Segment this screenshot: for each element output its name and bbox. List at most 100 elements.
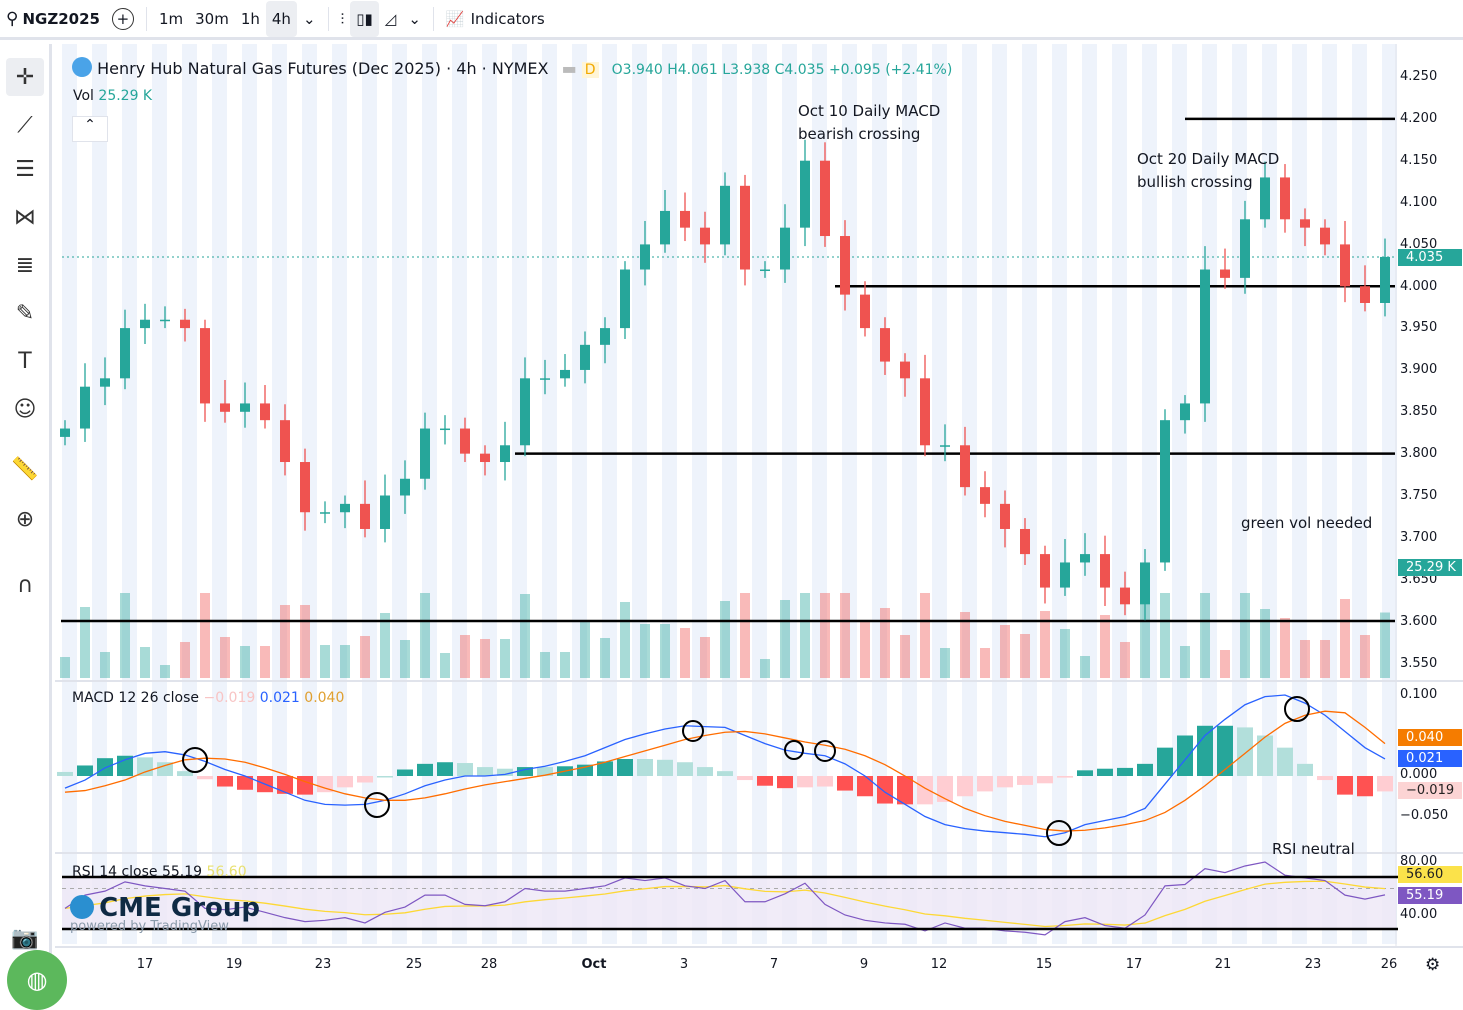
volume-bar [700,637,710,678]
volume-bar [320,645,330,678]
bars-icon: ⫶ [340,9,345,28]
camera-icon[interactable]: 📷 [11,925,39,951]
macd-histogram-bar [477,767,493,776]
volume-bar [1080,656,1090,678]
pattern-icon[interactable]: ⋈ [14,204,36,230]
chevron-down-icon: ⌄ [302,9,316,28]
interval-30m[interactable]: 30m [195,9,229,28]
drawing-toolbar: ✛ ⟋ ☰ ⋈ ≣ ✎ T ☺ 📏 ⊕ ∩ 📷 ◍ [0,44,67,1010]
candle-body [560,369,570,379]
volume-bar [800,593,810,678]
macd-histogram-bar [1277,747,1293,776]
macd-histogram-bar [1157,747,1173,776]
crossing-circle [682,720,704,742]
candle-body [420,428,430,479]
signal-tag: 0.040 [1398,729,1462,746]
macd-histogram-bar [897,776,913,805]
session-band [452,44,467,944]
compare-button[interactable]: + [106,1,140,37]
candles-icon: ▯▮ [356,9,373,28]
annotation-line: Oct 20 Daily MACD [1137,150,1280,168]
volume-bar [660,624,670,678]
area-style-button[interactable]: ◿ [379,1,403,37]
rsi-ma-value: 56.60 [206,864,247,880]
session-band [902,44,917,944]
volume-bar [840,593,850,678]
crossing-circle [814,740,836,762]
candle-body [1060,562,1070,588]
candle-body [220,403,230,412]
settings-icon[interactable]: ⚙ [1425,955,1441,975]
interval-1h[interactable]: 1h [240,9,260,28]
candle-body [540,378,550,380]
volume-bar [480,639,490,678]
search-icon: ⚲ [6,8,19,29]
price-axis-label: 4.150 [1400,152,1438,168]
candle-body [1100,554,1110,588]
macd-histogram-bar [237,776,253,790]
volume-bar [1140,601,1150,678]
indicators-button[interactable]: 📈 Indicators [440,1,551,37]
candle-body [600,328,610,345]
volume-bar [140,647,150,678]
interval-1m[interactable]: 1m [158,9,184,28]
fib-icon[interactable]: ≣ [15,252,35,278]
volume-bar [1180,646,1190,678]
bar-style-button[interactable]: ⫶ [335,1,351,37]
session-band [842,44,857,944]
macd-histogram-bar [197,776,213,780]
macd-histogram-bar [1077,770,1093,776]
candle-body [1200,269,1210,404]
annotation-line: Oct 10 Daily MACD [798,102,941,120]
macd-histogram-bar [457,763,473,776]
zoom-in-icon[interactable]: ⊕ [15,506,35,532]
trend-line-icon[interactable]: ⟋ [17,112,33,138]
macd-tag: 0.021 [1398,750,1462,767]
macd-legend: MACD 12 26 close −0.019 0.021 0.040 [72,690,344,706]
volume-bar [200,593,210,678]
close-value: C4.035 [774,62,825,78]
cookie-icon[interactable]: ◍ [7,950,67,1010]
candle-body [580,344,590,370]
horizontal-lines-icon[interactable]: ☰ [15,156,35,182]
session-band [212,44,227,944]
session-band [1142,44,1157,944]
volume-bar [1120,642,1130,678]
candle-body [140,319,150,329]
macd-line [64,694,1386,838]
symbol-label: NGZ2025 [22,9,100,28]
candle-body [60,428,70,437]
interval-dropdown[interactable]: ⌄ [297,1,322,37]
candle-body [720,185,730,245]
macd-histogram-bar [377,776,393,778]
chart-canvas[interactable] [0,0,1463,987]
magnet-icon[interactable]: ∩ [16,572,34,598]
macd-histogram-bar [697,767,713,776]
macd-histogram-bar [1137,763,1153,776]
volume-bar [780,600,790,678]
volume-bar [280,605,290,678]
volume-bar [760,659,770,678]
candle-body [760,269,770,272]
macd-histogram-bar [577,764,593,776]
crosshair-icon[interactable]: ✛ [6,58,44,96]
candle-body [1160,420,1170,563]
candle-body [100,378,110,387]
interval-4h[interactable]: 4h [265,0,297,37]
vol-label: Vol [73,88,94,104]
date-label: 23 [1304,957,1322,972]
macd-histogram-bar [657,759,673,776]
chart-type-dropdown[interactable]: ⌄ [402,1,427,37]
candle-style-button[interactable]: ▯▮ [350,0,379,37]
macd-histogram-bar [1057,776,1073,778]
candle-body [1140,562,1150,605]
ruler-icon[interactable]: 📏 [11,456,39,482]
symbol-logo-icon [72,57,92,77]
brush-icon[interactable]: ✎ [15,300,35,326]
change-value: +0.095 (+2.41%) [828,62,953,78]
symbol-search[interactable]: ⚲ NGZ2025 [0,1,106,37]
emoji-icon[interactable]: ☺ [13,396,37,422]
collapse-legend-button[interactable]: ⌃ [72,116,108,142]
text-icon[interactable]: T [18,348,32,374]
low-value: L3.938 [722,62,771,78]
